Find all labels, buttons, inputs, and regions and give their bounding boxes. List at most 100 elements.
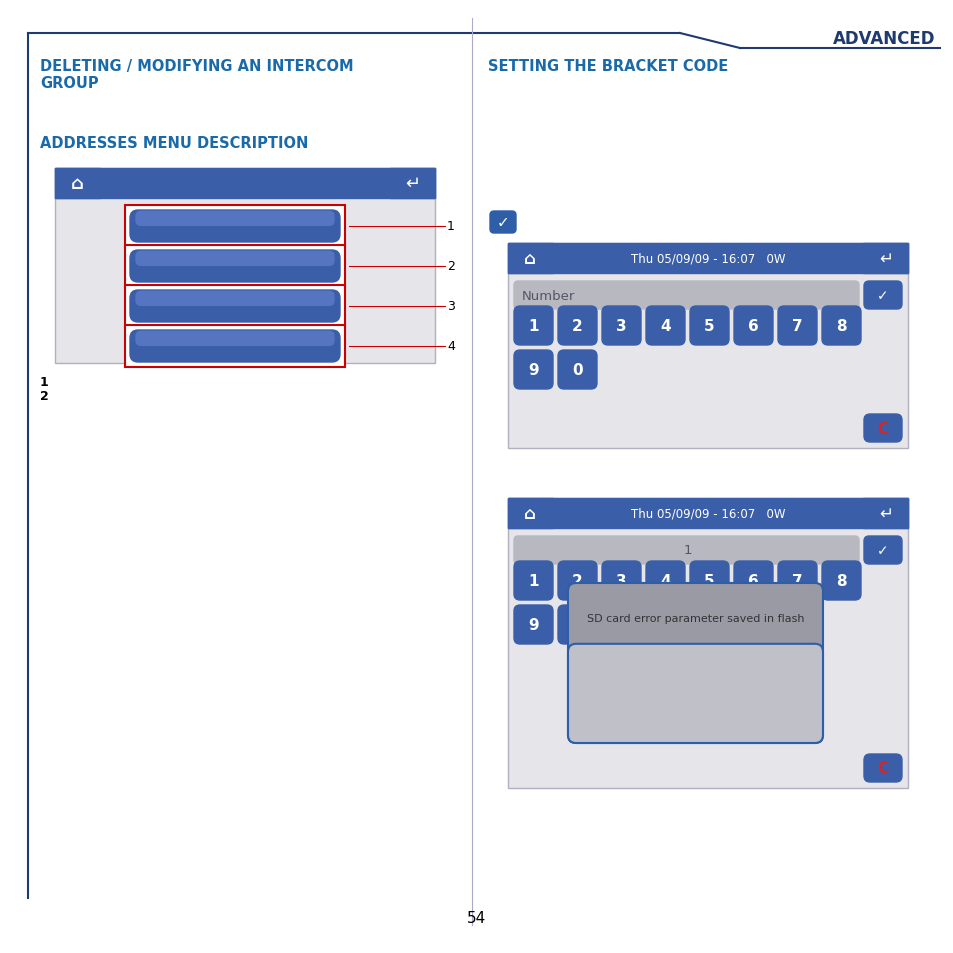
FancyBboxPatch shape	[514, 561, 553, 600]
Text: 7: 7	[791, 318, 802, 334]
Text: C: C	[877, 760, 887, 776]
Bar	[55, 169, 435, 199]
Text: 1: 1	[447, 220, 455, 233]
FancyBboxPatch shape	[689, 307, 728, 346]
Text: 5: 5	[703, 318, 714, 334]
Text: 7: 7	[791, 574, 802, 588]
Text: 3: 3	[616, 574, 626, 588]
FancyBboxPatch shape	[136, 292, 334, 306]
Text: 1: 1	[40, 375, 49, 389]
Text: 5: 5	[703, 574, 714, 588]
Text: 8: 8	[836, 318, 846, 334]
FancyBboxPatch shape	[514, 537, 858, 564]
FancyBboxPatch shape	[514, 605, 553, 644]
FancyBboxPatch shape	[567, 644, 822, 743]
Text: SD card error parameter saved in flash: SD card error parameter saved in flash	[586, 614, 803, 623]
FancyBboxPatch shape	[136, 213, 334, 226]
Text: ⌂: ⌂	[523, 504, 536, 522]
FancyBboxPatch shape	[130, 331, 339, 363]
Text: 3: 3	[616, 318, 626, 334]
FancyBboxPatch shape	[567, 583, 822, 743]
FancyBboxPatch shape	[821, 561, 861, 600]
Text: 1: 1	[683, 544, 692, 557]
FancyBboxPatch shape	[514, 351, 553, 390]
Text: 4: 4	[659, 318, 670, 334]
FancyBboxPatch shape	[645, 307, 684, 346]
FancyBboxPatch shape	[558, 307, 597, 346]
Bar	[507, 244, 907, 274]
Text: 2: 2	[572, 318, 582, 334]
Text: 54: 54	[467, 910, 486, 925]
Text: ADVANCED: ADVANCED	[832, 30, 934, 48]
Text: GROUP: GROUP	[40, 76, 98, 91]
Text: C: C	[877, 421, 887, 436]
FancyBboxPatch shape	[863, 754, 901, 782]
Bar	[125, 286, 345, 328]
FancyBboxPatch shape	[558, 561, 597, 600]
FancyBboxPatch shape	[821, 307, 861, 346]
FancyBboxPatch shape	[689, 561, 728, 600]
Text: ⌂: ⌂	[71, 174, 83, 193]
Text: ↵: ↵	[405, 174, 420, 193]
Bar	[55, 169, 100, 199]
Text: 9: 9	[528, 618, 538, 633]
Text: ↵: ↵	[878, 504, 892, 522]
FancyBboxPatch shape	[733, 307, 772, 346]
Bar	[55, 169, 435, 364]
Text: Number: Number	[521, 289, 575, 302]
FancyBboxPatch shape	[514, 307, 553, 346]
FancyBboxPatch shape	[490, 212, 516, 233]
Text: 0: 0	[572, 363, 582, 377]
Text: 8: 8	[836, 574, 846, 588]
Text: 2: 2	[40, 390, 49, 402]
FancyBboxPatch shape	[863, 282, 901, 310]
Text: 2: 2	[572, 574, 582, 588]
FancyBboxPatch shape	[136, 252, 334, 266]
Text: 1: 1	[528, 574, 538, 588]
FancyBboxPatch shape	[514, 282, 858, 310]
Text: Thu 05/09/09 - 16:07   0W: Thu 05/09/09 - 16:07 0W	[630, 253, 784, 265]
Text: 6: 6	[747, 318, 758, 334]
Bar	[862, 244, 907, 274]
FancyBboxPatch shape	[645, 561, 684, 600]
FancyBboxPatch shape	[601, 561, 640, 600]
FancyBboxPatch shape	[863, 415, 901, 442]
Bar	[390, 169, 435, 199]
Bar	[507, 244, 553, 274]
Bar	[125, 206, 345, 248]
FancyBboxPatch shape	[601, 307, 640, 346]
FancyBboxPatch shape	[558, 605, 597, 644]
Text: ✓: ✓	[876, 289, 888, 303]
FancyBboxPatch shape	[558, 351, 597, 390]
Text: 4: 4	[659, 574, 670, 588]
Text: 2: 2	[447, 260, 455, 274]
FancyBboxPatch shape	[778, 561, 816, 600]
Text: 0: 0	[572, 618, 582, 633]
Text: ⌂: ⌂	[523, 250, 536, 268]
Text: 4: 4	[447, 340, 455, 354]
Text: ✓: ✓	[497, 215, 509, 231]
Text: SETTING THE BRACKET CODE: SETTING THE BRACKET CODE	[488, 59, 727, 74]
Text: ✓: ✓	[876, 543, 888, 558]
Text: ADDRESSES MENU DESCRIPTION: ADDRESSES MENU DESCRIPTION	[40, 136, 308, 151]
Bar	[125, 326, 345, 368]
FancyBboxPatch shape	[863, 537, 901, 564]
Text: 9: 9	[528, 363, 538, 377]
Bar	[507, 498, 553, 529]
Bar	[507, 244, 907, 449]
Bar	[862, 498, 907, 529]
Text: 6: 6	[747, 574, 758, 588]
FancyBboxPatch shape	[778, 307, 816, 346]
Text: ↵: ↵	[878, 250, 892, 268]
FancyBboxPatch shape	[130, 291, 339, 323]
FancyBboxPatch shape	[136, 332, 334, 346]
Bar	[125, 246, 345, 288]
FancyBboxPatch shape	[130, 251, 339, 283]
Bar	[507, 498, 907, 788]
Text: DELETING / MODIFYING AN INTERCOM: DELETING / MODIFYING AN INTERCOM	[40, 59, 354, 74]
Text: Thu 05/09/09 - 16:07   0W: Thu 05/09/09 - 16:07 0W	[630, 507, 784, 520]
Text: 3: 3	[447, 300, 455, 314]
FancyBboxPatch shape	[733, 561, 772, 600]
Text: 1: 1	[528, 318, 538, 334]
FancyBboxPatch shape	[130, 211, 339, 243]
